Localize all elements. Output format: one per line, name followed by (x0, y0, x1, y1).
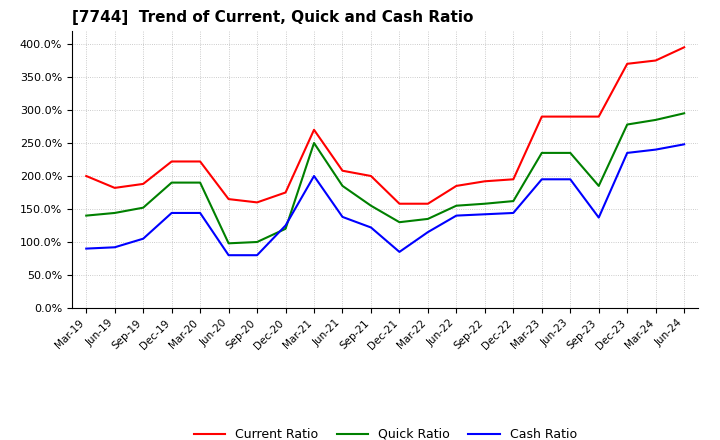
Line: Current Ratio: Current Ratio (86, 47, 684, 204)
Quick Ratio (537, 150, 546, 156)
Quick Ratio (366, 203, 375, 208)
Quick Ratio (566, 150, 575, 156)
Quick Ratio (595, 183, 603, 188)
Quick Ratio (110, 210, 119, 216)
Current Ratio (423, 201, 432, 206)
Quick Ratio (139, 205, 148, 210)
Current Ratio (196, 159, 204, 164)
Cash Ratio (652, 147, 660, 152)
Current Ratio (623, 61, 631, 66)
Current Ratio (225, 196, 233, 202)
Cash Ratio (338, 214, 347, 220)
Cash Ratio (423, 230, 432, 235)
Cash Ratio (225, 253, 233, 258)
Cash Ratio (253, 253, 261, 258)
Quick Ratio (480, 201, 489, 206)
Cash Ratio (509, 210, 518, 216)
Quick Ratio (196, 180, 204, 185)
Quick Ratio (282, 226, 290, 231)
Quick Ratio (167, 180, 176, 185)
Cash Ratio (395, 249, 404, 254)
Cash Ratio (82, 246, 91, 251)
Current Ratio (139, 181, 148, 187)
Cash Ratio (282, 223, 290, 228)
Line: Cash Ratio: Cash Ratio (86, 144, 684, 255)
Current Ratio (680, 44, 688, 50)
Cash Ratio (139, 236, 148, 241)
Current Ratio (452, 183, 461, 188)
Cash Ratio (310, 173, 318, 179)
Quick Ratio (253, 239, 261, 245)
Cash Ratio (537, 176, 546, 182)
Text: [7744]  Trend of Current, Quick and Cash Ratio: [7744] Trend of Current, Quick and Cash … (72, 11, 473, 26)
Current Ratio (537, 114, 546, 119)
Current Ratio (338, 168, 347, 173)
Current Ratio (509, 176, 518, 182)
Cash Ratio (366, 225, 375, 230)
Quick Ratio (395, 220, 404, 225)
Quick Ratio (423, 216, 432, 221)
Current Ratio (652, 58, 660, 63)
Cash Ratio (595, 215, 603, 220)
Quick Ratio (338, 183, 347, 188)
Current Ratio (310, 127, 318, 132)
Current Ratio (366, 173, 375, 179)
Current Ratio (282, 190, 290, 195)
Cash Ratio (110, 245, 119, 250)
Current Ratio (110, 185, 119, 191)
Quick Ratio (310, 140, 318, 146)
Quick Ratio (225, 241, 233, 246)
Cash Ratio (480, 212, 489, 217)
Line: Quick Ratio: Quick Ratio (86, 113, 684, 243)
Current Ratio (480, 179, 489, 184)
Legend: Current Ratio, Quick Ratio, Cash Ratio: Current Ratio, Quick Ratio, Cash Ratio (189, 423, 582, 440)
Current Ratio (253, 200, 261, 205)
Current Ratio (82, 173, 91, 179)
Quick Ratio (509, 198, 518, 204)
Cash Ratio (680, 142, 688, 147)
Current Ratio (566, 114, 575, 119)
Quick Ratio (82, 213, 91, 218)
Cash Ratio (167, 210, 176, 216)
Quick Ratio (452, 203, 461, 208)
Cash Ratio (196, 210, 204, 216)
Current Ratio (167, 159, 176, 164)
Current Ratio (595, 114, 603, 119)
Quick Ratio (680, 110, 688, 116)
Current Ratio (395, 201, 404, 206)
Cash Ratio (623, 150, 631, 156)
Cash Ratio (452, 213, 461, 218)
Quick Ratio (652, 117, 660, 122)
Quick Ratio (623, 122, 631, 127)
Cash Ratio (566, 176, 575, 182)
